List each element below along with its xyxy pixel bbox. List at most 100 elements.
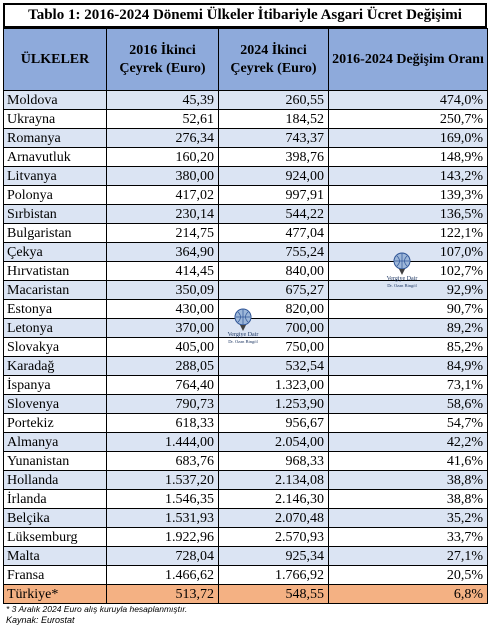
value-2016-cell: 230,14 — [106, 204, 219, 224]
change-rate-cell: 136,5% — [328, 204, 488, 224]
value-2024-cell: 968,33 — [218, 451, 329, 471]
table-row: Macaristan 350,09 675,27 92,9% — [3, 280, 488, 300]
watermark-logo: Vergiye Dair Dr. Ozan Bingöl — [379, 252, 425, 292]
table-row: Belçika 1.531,93 2.070,48 35,2% — [3, 508, 488, 528]
footnote: * 3 Aralık 2024 Euro alış kuruyla hesapl… — [6, 604, 188, 614]
country-cell: İrlanda — [3, 489, 107, 509]
value-2016-cell: 1.546,35 — [106, 489, 219, 509]
change-rate-cell: 474,0% — [328, 90, 488, 110]
value-2024-cell: 260,55 — [218, 90, 329, 110]
table-row: Litvanya 380,00 924,00 143,2% — [3, 166, 488, 186]
value-2024-cell: 743,37 — [218, 128, 329, 148]
country-cell: Hırvatistan — [3, 261, 107, 281]
table-row: Romanya 276,34 743,37 169,0% — [3, 128, 488, 148]
change-rate-cell: 139,3% — [328, 185, 488, 205]
value-2024-cell: 1.253,90 — [218, 394, 329, 414]
value-2024-cell: 544,22 — [218, 204, 329, 224]
value-2024-cell: 2.570,93 — [218, 527, 329, 547]
table-row-turkey: Türkiye* 513,72 548,55 6,8% — [3, 584, 488, 604]
value-2024-cell: 184,52 — [218, 109, 329, 129]
country-cell: Çekya — [3, 242, 107, 262]
source-note: Kaynak: Eurostat — [6, 615, 75, 625]
table-row: Estonya 430,00 820,00 90,7% — [3, 299, 488, 319]
change-rate-cell: 143,2% — [328, 166, 488, 186]
header-2016: 2016 İkinci Çeyrek (Euro) — [106, 28, 219, 91]
country-cell: Lüksemburg — [3, 527, 107, 547]
table-row: Portekiz 618,33 956,67 54,7% — [3, 413, 488, 433]
table-container: Tablo 1: 2016-2024 Dönemi Ülkeler İtibar… — [3, 3, 488, 626]
value-2016-cell: 160,20 — [106, 147, 219, 167]
country-cell: Arnavutluk — [3, 147, 107, 167]
change-rate-cell: 38,8% — [328, 470, 488, 490]
value-2024-cell: 750,00 — [218, 337, 329, 357]
change-rate-cell: 54,7% — [328, 413, 488, 433]
value-2016-cell: 513,72 — [106, 584, 219, 604]
country-cell: Portekiz — [3, 413, 107, 433]
table-row: Polonya 417,02 997,91 139,3% — [3, 185, 488, 205]
value-2024-cell: 398,76 — [218, 147, 329, 167]
country-cell: Yunanistan — [3, 451, 107, 471]
change-rate-cell: 58,6% — [328, 394, 488, 414]
value-2024-cell: 2.070,48 — [218, 508, 329, 528]
change-rate-cell: 89,2% — [328, 318, 488, 338]
change-rate-cell: 107,0% — [328, 242, 488, 262]
value-2016-cell: 764,40 — [106, 375, 219, 395]
country-cell: Sırbistan — [3, 204, 107, 224]
value-2016-cell: 683,76 — [106, 451, 219, 471]
change-rate-cell: 85,2% — [328, 337, 488, 357]
value-2024-cell: 1.766,92 — [218, 565, 329, 585]
value-2024-cell: 532,54 — [218, 356, 329, 376]
change-rate-cell: 42,2% — [328, 432, 488, 452]
country-cell: Karadağ — [3, 356, 107, 376]
value-2016-cell: 370,00 — [106, 318, 219, 338]
value-2016-cell: 790,73 — [106, 394, 219, 414]
country-cell: Belçika — [3, 508, 107, 528]
change-rate-cell: 169,0% — [328, 128, 488, 148]
change-rate-cell: 33,7% — [328, 527, 488, 547]
value-2016-cell: 618,33 — [106, 413, 219, 433]
table-row: Yunanistan 683,76 968,33 41,6% — [3, 451, 488, 471]
country-cell: Moldova — [3, 90, 107, 110]
table-row: İspanya 764,40 1.323,00 73,1% — [3, 375, 488, 395]
atlas-globe-icon — [234, 308, 252, 331]
value-2024-cell: 820,00 — [218, 299, 329, 319]
value-2024-cell: 675,27 — [218, 280, 329, 300]
value-2024-cell: 755,24 — [218, 242, 329, 262]
change-rate-cell: 148,9% — [328, 147, 488, 167]
country-cell: Bulgaristan — [3, 223, 107, 243]
table-row: Hırvatistan 414,45 840,00 102,7% — [3, 261, 488, 281]
value-2024-cell: 997,91 — [218, 185, 329, 205]
watermark-logo: Vergiye Dair Dr. Ozan Bingöl — [220, 308, 266, 348]
header-country: ÜLKELER — [3, 28, 107, 91]
table-row: Bulgaristan 214,75 477,04 122,1% — [3, 223, 488, 243]
table-row: Karadağ 288,05 532,54 84,9% — [3, 356, 488, 376]
value-2024-cell: 2.134,08 — [218, 470, 329, 490]
value-2024-cell: 2.146,30 — [218, 489, 329, 509]
change-rate-cell: 38,8% — [328, 489, 488, 509]
value-2024-cell: 1.323,00 — [218, 375, 329, 395]
table-row: Slovenya 790,73 1.253,90 58,6% — [3, 394, 488, 414]
header-row: ÜLKELER 2016 İkinci Çeyrek (Euro) 2024 İ… — [3, 28, 488, 91]
table-row: Moldova 45,39 260,55 474,0% — [3, 90, 488, 110]
change-rate-cell: 6,8% — [328, 584, 488, 604]
change-rate-cell: 90,7% — [328, 299, 488, 319]
value-2016-cell: 364,90 — [106, 242, 219, 262]
value-2016-cell: 288,05 — [106, 356, 219, 376]
value-2024-cell: 2.054,00 — [218, 432, 329, 452]
value-2016-cell: 1.922,96 — [106, 527, 219, 547]
country-cell: Polonya — [3, 185, 107, 205]
value-2016-cell: 52,61 — [106, 109, 219, 129]
country-cell: Letonya — [3, 318, 107, 338]
change-rate-cell: 41,6% — [328, 451, 488, 471]
table-row: Almanya 1.444,00 2.054,00 42,2% — [3, 432, 488, 452]
change-rate-cell: 84,9% — [328, 356, 488, 376]
value-2024-cell: 548,55 — [218, 584, 329, 604]
country-cell: Romanya — [3, 128, 107, 148]
table-row: Malta 728,04 925,34 27,1% — [3, 546, 488, 566]
value-2016-cell: 1.444,00 — [106, 432, 219, 452]
country-cell: Türkiye* — [3, 584, 107, 604]
change-rate-cell: 73,1% — [328, 375, 488, 395]
table-row: Lüksemburg 1.922,96 2.570,93 33,7% — [3, 527, 488, 547]
country-cell: Malta — [3, 546, 107, 566]
country-cell: Hollanda — [3, 470, 107, 490]
